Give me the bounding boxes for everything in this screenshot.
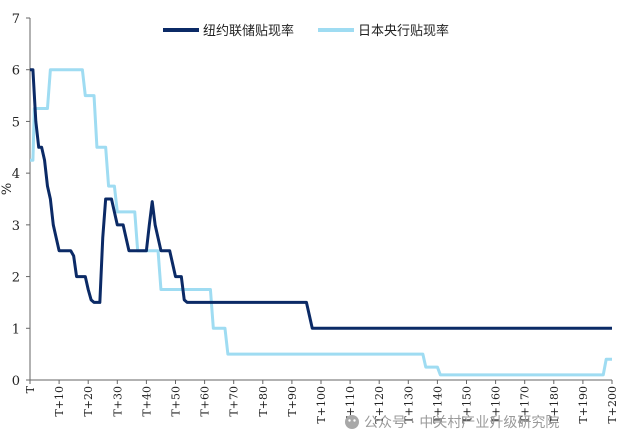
y-axis-label: % — [0, 183, 15, 195]
watermark: 公众号 · 中关村产业升级研究院 — [345, 415, 559, 431]
y-tick-label: 5 — [12, 115, 20, 130]
x-tick-label: T+40 — [140, 386, 153, 417]
x-tick-label: T+100 — [315, 386, 328, 424]
wechat-icon — [345, 415, 359, 429]
x-tick-label: T+190 — [577, 386, 590, 424]
x-tick-label: T+80 — [257, 386, 270, 417]
x-tick-label: T+120 — [373, 386, 386, 424]
wechat-icon-eye-left — [348, 419, 351, 422]
series-line-1 — [30, 68, 612, 377]
x-tick-label: T+20 — [82, 386, 95, 417]
y-tick-label: 7 — [12, 12, 20, 27]
legend-label: 日本央行贴现率 — [358, 23, 449, 39]
x-tick-label: T+180 — [548, 386, 561, 424]
legend-label: 纽约联储贴现率 — [203, 23, 294, 39]
x-tick-label: T+30 — [111, 386, 124, 417]
y-tick-label: 1 — [12, 322, 20, 337]
y-tick-label: 3 — [12, 219, 20, 234]
x-tick-label: T+130 — [402, 386, 415, 424]
x-tick-label: T+110 — [344, 386, 357, 424]
y-tick-label: 2 — [12, 271, 20, 286]
x-tick-label: T+90 — [286, 386, 299, 417]
y-tick-label: 0 — [12, 374, 20, 389]
y-tick-label: 6 — [12, 64, 20, 79]
x-tick-label: T+10 — [53, 386, 66, 417]
series-lines — [30, 68, 612, 377]
x-tick-label: T+160 — [490, 386, 503, 424]
legend: 纽约联储贴现率 日本央行贴现率 — [163, 23, 449, 39]
watermark-text: 公众号 · 中关村产业升级研究院 — [364, 415, 559, 431]
x-tick-label: T+150 — [461, 386, 474, 424]
x-tick-label: T+70 — [228, 386, 241, 417]
x-tick-label: T+140 — [431, 386, 444, 424]
y-tick-label: 4 — [12, 167, 20, 182]
x-tick-label: T+50 — [170, 386, 183, 417]
wechat-icon-eye-right — [353, 419, 356, 422]
series-line-0 — [30, 68, 612, 330]
x-tick-label: T+170 — [519, 386, 532, 424]
y-tick-labels: 0 1 2 3 4 5 6 7 — [12, 12, 30, 389]
x-tick-label: T+60 — [199, 386, 212, 417]
x-tick-labels: T T+10 T+20 T+30 T+40 T+50 T+60 T+70 T+80 T+90 T+1… — [24, 380, 619, 424]
x-tick-label: T — [24, 385, 37, 393]
x-tick-label: T+200 — [606, 386, 619, 424]
